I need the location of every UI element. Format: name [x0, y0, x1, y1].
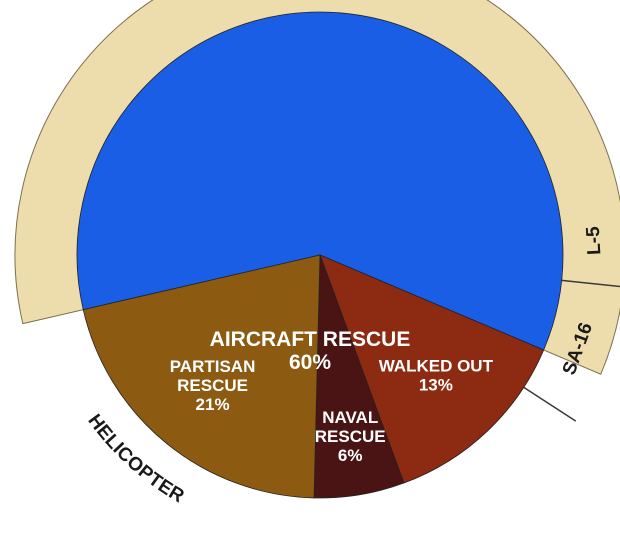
slice-label-naval-rescue-0: NAVAL	[322, 408, 378, 427]
pie-slices	[77, 12, 563, 498]
slice-value-aircraft-rescue: 60%	[289, 351, 331, 374]
slice-label-walked-out-0: WALKED OUT	[379, 357, 494, 376]
slice-label-naval-rescue-1: RESCUE	[315, 427, 386, 446]
slice-label-partisan-rescue-1: RESCUE	[177, 376, 248, 395]
slice-value-naval-rescue: 6%	[338, 446, 363, 465]
ring-label-l-5: L-5	[583, 225, 605, 255]
slice-label-aircraft-rescue-0: AIRCRAFT RESCUE	[210, 328, 411, 351]
slice-value-walked-out: 13%	[419, 376, 453, 395]
slice-value-partisan-rescue: 21%	[196, 395, 230, 414]
slice-label-partisan-rescue-0: PARTISAN	[170, 357, 256, 376]
ring-divider-0	[524, 387, 576, 421]
